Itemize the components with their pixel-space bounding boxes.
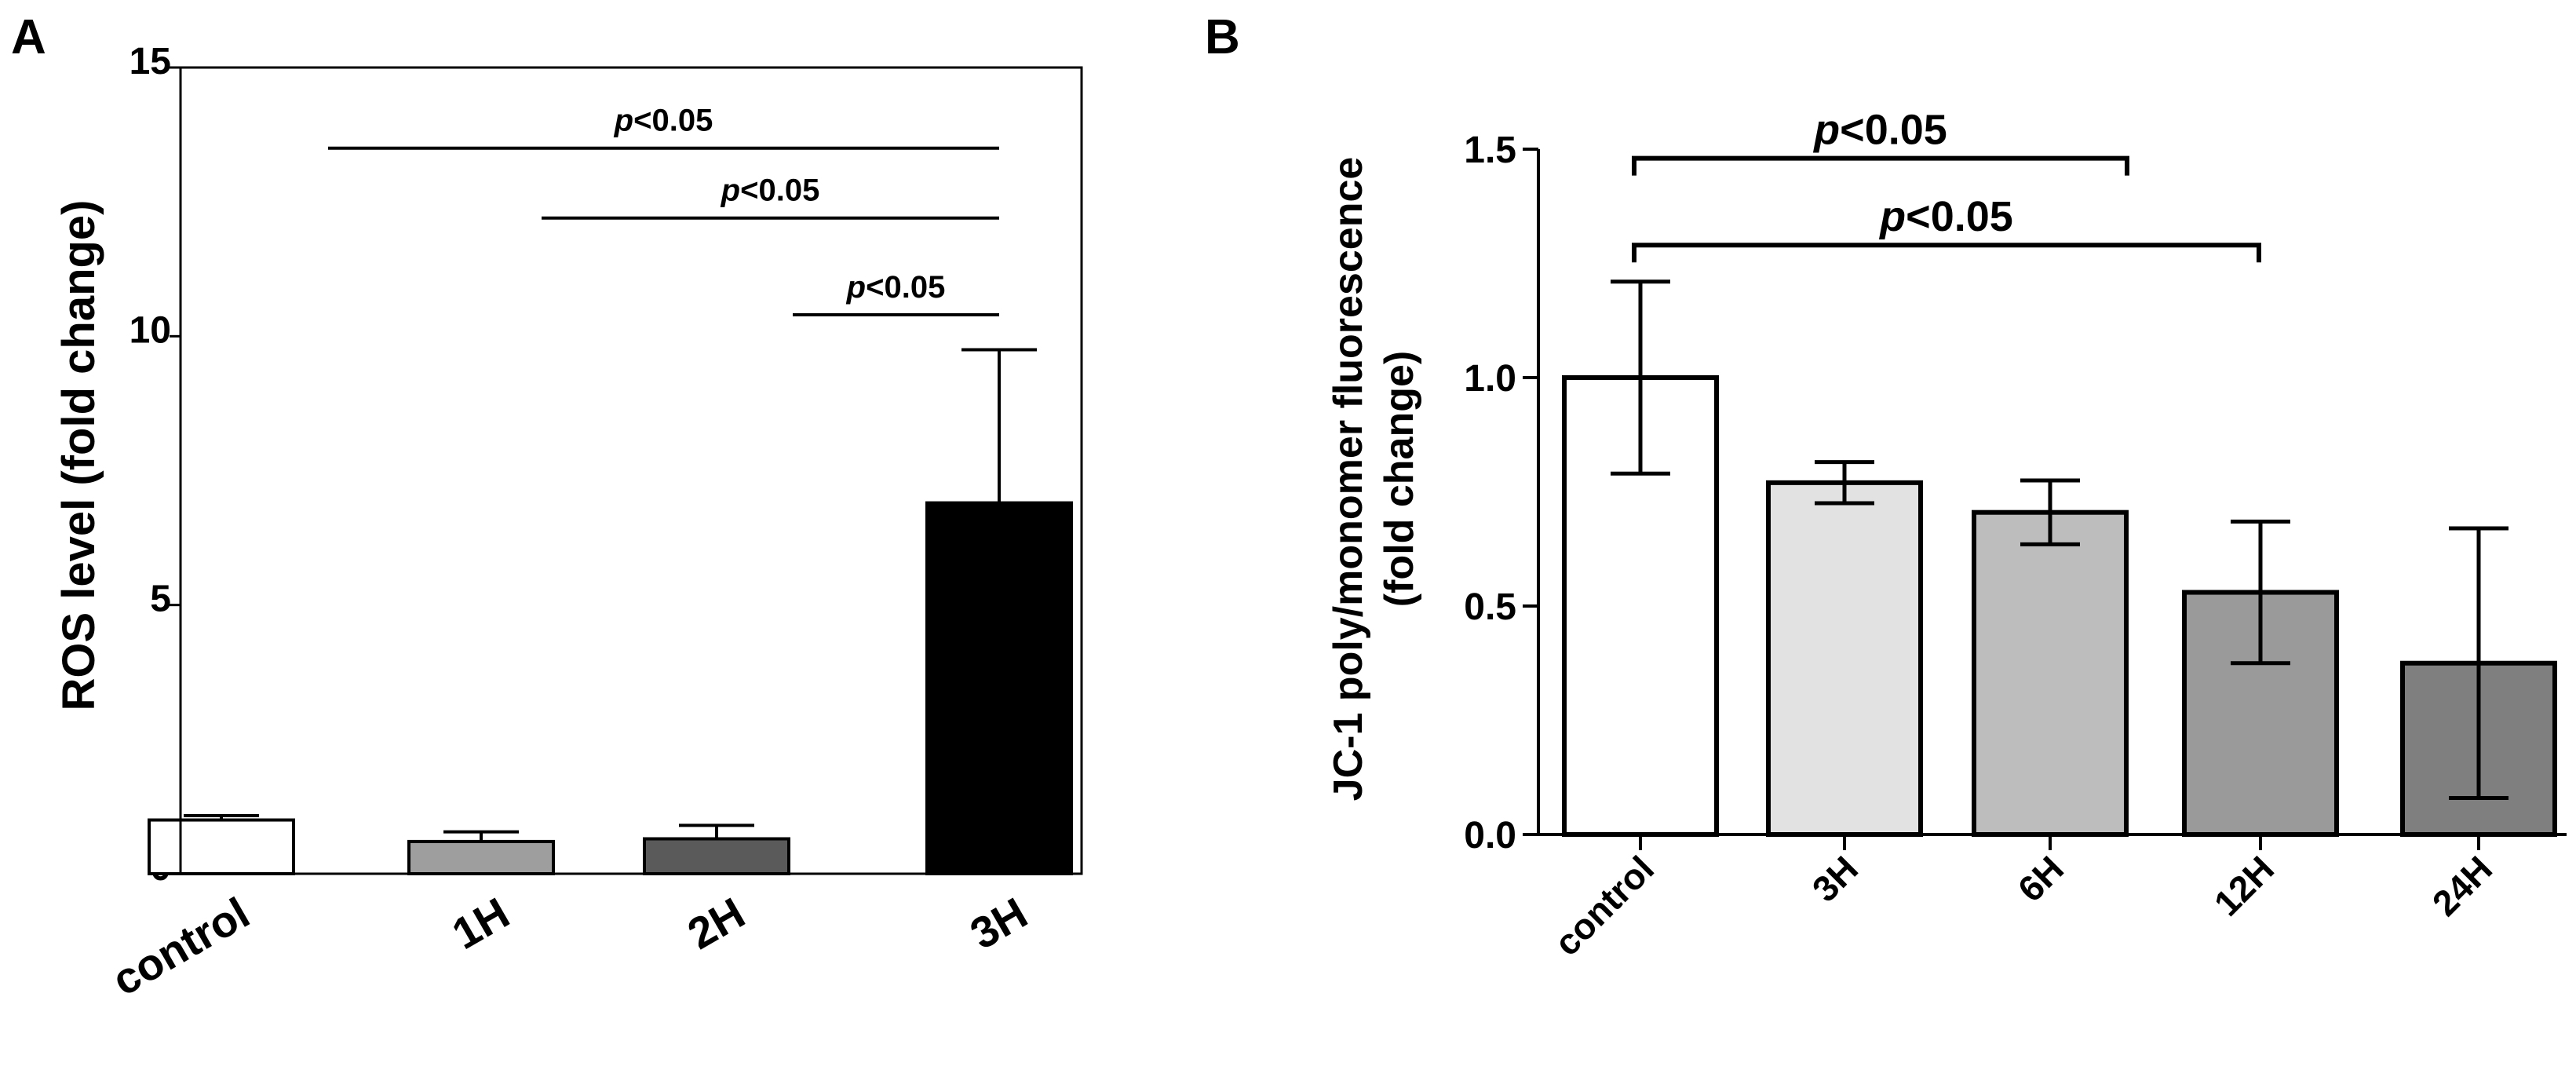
panel-a-category-1: 1H xyxy=(443,888,517,959)
panel-a-y-tick-label-1: 5 xyxy=(150,579,171,620)
panel-a-category-0: control xyxy=(104,888,257,1005)
panel-a-categories: control 1H 2H 3H xyxy=(104,888,1035,1005)
panel-b-sig-label-1: p<0.05 xyxy=(1878,193,2013,240)
panel-a-sig-label-1: p<0.05 xyxy=(721,173,820,208)
panel-b-bars xyxy=(1562,375,2557,837)
panel-b-category-0: control xyxy=(1546,848,1662,963)
panel-b-category-3: 12H xyxy=(2206,848,2282,923)
panel-a-bar-0 xyxy=(148,818,295,875)
panel-b-y-tick-label-3: 1.5 xyxy=(1464,130,1516,171)
panel-b-error-bars xyxy=(1611,279,2508,800)
panel-a-bar-1 xyxy=(407,839,555,876)
panel-b-category-4: 24H xyxy=(2425,848,2500,923)
panel-a-y-ticks: 051015 xyxy=(130,41,181,889)
panel-b-y-axis-label-line2: (fold change) xyxy=(1377,351,1422,607)
panel-a-bars xyxy=(148,501,1073,876)
panel-b-bar-1 xyxy=(1766,480,1923,837)
panel-b-sig-bracket-0 xyxy=(1632,155,2129,176)
panel-a-significance: p<0.05 p<0.05 p<0.05 xyxy=(328,104,999,316)
panel-a-sig-label-0: p<0.05 xyxy=(614,104,713,138)
panel-b-y-ticks: 0.0 0.5 1.0 1.5 xyxy=(1464,130,1538,856)
panel-a-frame xyxy=(179,66,1083,875)
panel-b-y-tick-label-2: 1.0 xyxy=(1464,358,1516,400)
panel-b-categories: control 3H 6H 12H 24H xyxy=(1546,848,2500,963)
panel-b-sig-bracket-1 xyxy=(1632,243,2261,263)
panel-b: B JC-1 poly/monomer fluorescence (fold c… xyxy=(1205,10,2567,963)
panel-b-axes xyxy=(1537,149,2567,850)
panel-a: A ROS level (fold change) 051015 p<0.05p… xyxy=(11,10,1083,1005)
panel-a-bar-3 xyxy=(925,501,1073,876)
panel-b-significance: p<0.05 p<0.05 xyxy=(1632,107,2261,263)
panel-a-category-3: 3H xyxy=(961,888,1035,959)
panel-a-error-bars xyxy=(184,348,1037,842)
panel-b-y-tick-label-1: 0.5 xyxy=(1464,586,1516,628)
panel-a-y-tick-label-2: 10 xyxy=(130,309,171,351)
panel-a-plot-frame xyxy=(179,66,1083,875)
panel-a-bar-2 xyxy=(643,837,790,876)
panel-b-label: B xyxy=(1205,10,1240,64)
panel-b-category-2: 6H xyxy=(2010,848,2071,909)
panel-a-sig-label-2: p<0.05 xyxy=(846,270,946,305)
panel-b-y-tick-label-0: 0.0 xyxy=(1464,815,1516,856)
panel-a-y-tick-label-3: 15 xyxy=(130,41,171,82)
panel-a-category-2: 2H xyxy=(679,888,753,959)
panel-b-bar-2 xyxy=(1972,509,2129,837)
panel-b-sig-label-0: p<0.05 xyxy=(1812,107,1947,154)
panel-b-y-axis-label: JC-1 poly/monomer fluorescence xyxy=(1326,157,1371,802)
panel-b-category-1: 3H xyxy=(1804,848,1866,909)
panel-a-y-axis-label: ROS level (fold change) xyxy=(53,200,104,711)
panel-a-label: A xyxy=(11,10,46,64)
